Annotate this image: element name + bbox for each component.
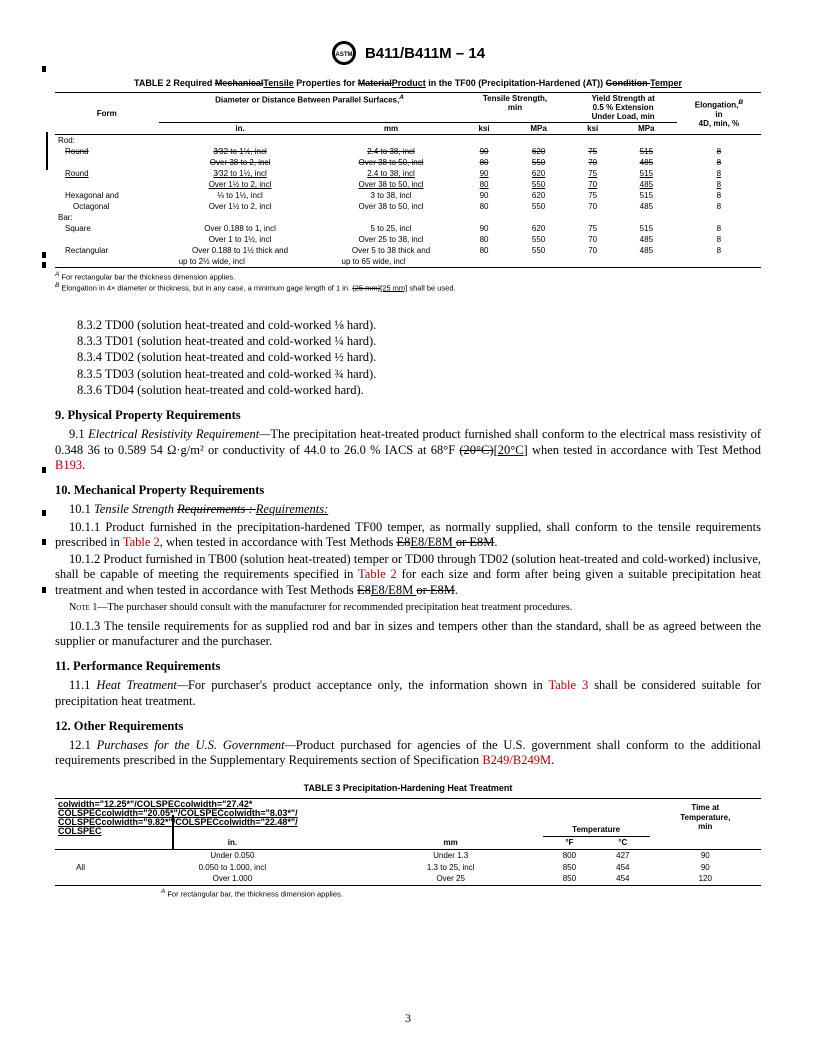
col-elong: Elongation,Bin 4D, min, % bbox=[677, 93, 761, 135]
change-bar bbox=[42, 467, 46, 473]
link-table2b[interactable]: Table 2 bbox=[358, 567, 397, 581]
para-10.1: 10.1 Tensile Strength Requirements : Req… bbox=[55, 502, 761, 517]
para-9.1: 9.1 Electrical Resistivity Requirement—T… bbox=[55, 427, 761, 473]
section-10-heading: 10. Mechanical Property Requirements bbox=[55, 483, 761, 498]
table-row: Over 38 to 2, inclOver 38 to 50, incl805… bbox=[55, 157, 761, 168]
link-b249[interactable]: B249/B249M bbox=[482, 753, 551, 767]
change-bar bbox=[42, 510, 46, 516]
col-form: Form bbox=[55, 93, 159, 135]
change-bar bbox=[42, 587, 46, 593]
col-yield: Yield Strength at 0.5 % Extension Under … bbox=[569, 93, 676, 123]
table2-title: TABLE 2 Required MechanicalTensile Prope… bbox=[55, 78, 761, 88]
para-12.1: 12.1 Purchases for the U.S. Government—P… bbox=[55, 738, 761, 769]
list-item: 8.3.6 TD04 (solution heat-treated and co… bbox=[77, 383, 761, 398]
corrupt-header: colwidth="12.25*"/COLSPECcolwidth="27.42… bbox=[55, 798, 543, 837]
page-number: 3 bbox=[0, 1011, 816, 1026]
section-12-heading: 12. Other Requirements bbox=[55, 719, 761, 734]
table-row: Over 1½ to 2, inclOver 38 to 50, incl805… bbox=[55, 179, 761, 190]
table-row: Hexagonal and⅛ to 1½, incl3 to 38, incl9… bbox=[55, 190, 761, 201]
table-row: Over 1 to 1½, inclOver 25 to 38, incl805… bbox=[55, 234, 761, 245]
table2: Form Diameter or Distance Between Parall… bbox=[55, 92, 761, 268]
table-row: RectangularOver 0.188 to 1½ thick andOve… bbox=[55, 245, 761, 256]
designation: B411/B411M – 14 bbox=[365, 45, 485, 62]
table-row: Round3⁄32 to 1½, incl2.4 to 38, incl9062… bbox=[55, 146, 761, 157]
table-row: Rod: bbox=[55, 135, 761, 147]
svg-text:ASTM: ASTM bbox=[335, 52, 352, 58]
para-11.1: 11.1 Heat Treatment—For purchaser's prod… bbox=[55, 678, 761, 709]
table-row: All0.050 to 1.000, incl1.3 to 25, incl85… bbox=[55, 862, 761, 874]
table-row: Round3⁄32 to 1½, incl2.4 to 38, incl9062… bbox=[55, 168, 761, 179]
list-item: 8.3.5 TD03 (solution heat-treated and co… bbox=[77, 367, 761, 382]
para-10.1.2: 10.1.2 Product furnished in TB00 (soluti… bbox=[55, 552, 761, 598]
table3-title: TABLE 3 Precipitation-Hardening Heat Tre… bbox=[55, 783, 761, 794]
list-item: 8.3.2 TD00 (solution heat-treated and co… bbox=[77, 318, 761, 333]
table-row: Over 1.000Over 25850454120 bbox=[55, 873, 761, 885]
table3-footnote: A For rectangular bar, the thickness dim… bbox=[161, 888, 655, 899]
change-bar bbox=[42, 539, 46, 545]
table-row: SquareOver 0.188 to 1, incl5 to 25, incl… bbox=[55, 223, 761, 234]
table-row: up to 2½ wide, inclup to 65 wide, incl bbox=[55, 256, 761, 268]
col-tensile: Tensile Strength, min bbox=[461, 93, 570, 123]
table-row: Under 0.050Under 1.380042790 bbox=[55, 849, 761, 861]
change-bar bbox=[172, 815, 174, 850]
col-diam: Diameter or Distance Between Parallel Su… bbox=[159, 93, 461, 123]
table3: colwidth="12.25*"/COLSPECcolwidth="27.42… bbox=[55, 798, 761, 887]
change-bar bbox=[42, 66, 46, 72]
table2-footnotes: A For rectangular bar the thickness dime… bbox=[55, 271, 761, 293]
change-bar bbox=[46, 132, 48, 170]
section-9-heading: 9. Physical Property Requirements bbox=[55, 408, 761, 423]
astm-logo-icon: ASTM bbox=[331, 40, 357, 66]
table-row: Bar: bbox=[55, 212, 761, 223]
list-item: 8.3.3 TD01 (solution heat-treated and co… bbox=[77, 334, 761, 349]
note-1: Note 1—The purchaser should consult with… bbox=[55, 602, 761, 615]
section-11-heading: 11. Performance Requirements bbox=[55, 659, 761, 674]
para-10.1.3: 10.1.3 The tensile requirements for as s… bbox=[55, 619, 761, 650]
link-b193[interactable]: B193 bbox=[55, 458, 82, 472]
body-text: 8.3.2 TD00 (solution heat-treated and co… bbox=[55, 318, 761, 899]
change-bar bbox=[42, 262, 46, 268]
para-10.1.1: 10.1.1 Product furnished in the precipit… bbox=[55, 520, 761, 551]
page-header: ASTM B411/B411M – 14 bbox=[55, 40, 761, 66]
table-row: OctagonalOver 1½ to 2, inclOver 38 to 50… bbox=[55, 201, 761, 212]
link-table2[interactable]: Table 2 bbox=[123, 535, 160, 549]
change-bar bbox=[42, 252, 46, 258]
link-table3[interactable]: Table 3 bbox=[548, 678, 588, 692]
list-item: 8.3.4 TD02 (solution heat-treated and co… bbox=[77, 350, 761, 365]
